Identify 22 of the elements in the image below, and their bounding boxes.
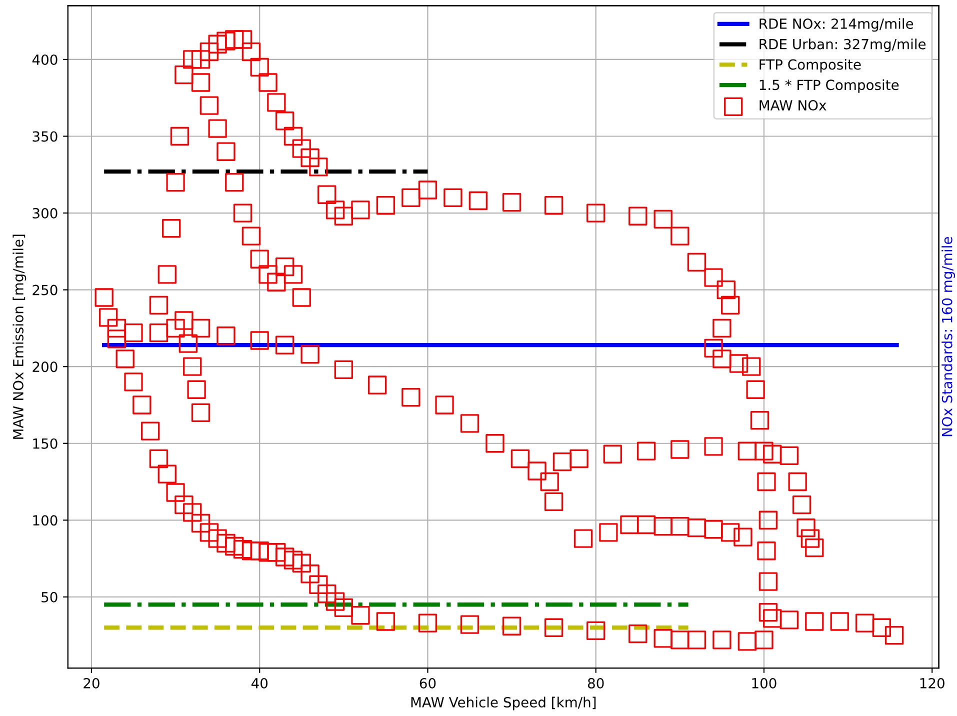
x-tick-label: 20 [84,678,100,688]
y-tick-label: 400 [32,54,58,65]
legend-label: MAW NOx [760,100,826,111]
y-tick-label: 200 [32,362,58,372]
y-tick-label: 250 [32,284,58,296]
x-tick-label: 40 [251,678,268,688]
x-tick-label: 80 [588,678,604,688]
x-axis-title: MAW Vehicle Speed [km/h] [411,696,596,710]
legend-label: 1.5 * FTP Composite [760,79,899,93]
y-tick-label: 300 [32,208,58,219]
legend-label: RDE Urban: 327mg/mile [760,38,926,52]
x-tick-label: 100 [752,678,776,688]
y-tick-label: 350 [32,131,58,142]
y2-axis-title: NOx Standards: 160 mg/mile [942,237,956,436]
y-tick-label: 150 [33,438,58,449]
x-tick-label: 120 [920,678,944,688]
y-axis-title: MAW NOx Emission [mg/mile] [12,234,26,439]
x-tick-label: 60 [420,678,436,688]
legend-label: FTP Composite [760,59,861,72]
y-tick-label: 50 [42,592,58,602]
legend-label: RDE NOx: 214mg/mile [760,18,914,32]
y-tick-label: 100 [33,515,58,526]
